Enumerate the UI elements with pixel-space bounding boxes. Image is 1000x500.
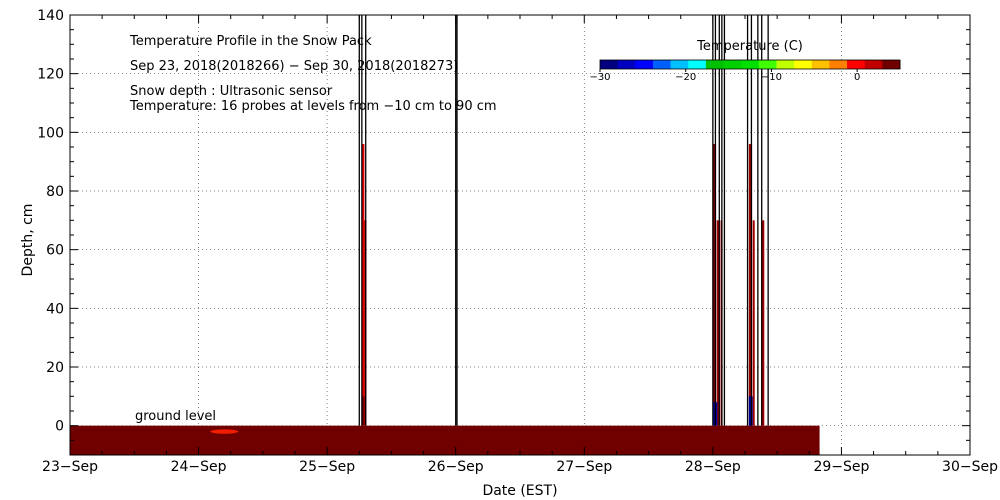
temperature-column [761, 220, 765, 426]
x-tick-label: 23−Sep [42, 459, 98, 475]
colorbar-swatch [600, 60, 619, 69]
x-tick-label: 29−Sep [813, 459, 869, 475]
temperature-column [752, 220, 755, 426]
y-tick-label: 20 [46, 360, 64, 376]
y-tick-label: 140 [37, 8, 64, 24]
y-tick-label: 40 [46, 301, 64, 317]
colorbar-swatch [705, 60, 725, 69]
plot-frame [69, 14, 971, 456]
temperature-column [716, 220, 720, 426]
colorbar-swatch [723, 60, 742, 69]
x-tick-label: 25−Sep [299, 459, 355, 475]
colorbar-tick-label: −20 [675, 72, 696, 83]
colorbar-swatch [882, 60, 901, 69]
colorbar-swatch [635, 60, 654, 69]
y-tick-label: 100 [37, 125, 64, 141]
colorbar-swatch [670, 60, 689, 69]
x-tick-label: 30−Sep [942, 459, 998, 475]
y-tick-label: 0 [55, 419, 64, 435]
colorbar-frame [599, 59, 901, 70]
ground-level-label: ground level [135, 409, 216, 424]
colorbar-swatch [811, 60, 830, 69]
colorbar-swatch [794, 60, 813, 69]
x-tick-label: 26−Sep [428, 459, 484, 475]
y-axis-label: Depth, cm [20, 204, 36, 277]
data-layer [70, 15, 820, 455]
temperature-column [748, 144, 753, 426]
colorbar-tick-label: −30 [589, 72, 610, 83]
temperature-column [361, 396, 365, 426]
note-temperature-probes: Temperature: 16 probes at levels from −1… [129, 99, 497, 114]
colorbar-swatch [652, 60, 672, 69]
colorbar-swatch [776, 60, 795, 69]
colorbar-swatch [688, 60, 707, 69]
chart-subtitle: Sep 23, 2018(2018266) − Sep 30, 2018(201… [130, 59, 458, 74]
y-tick-label: 80 [46, 184, 64, 200]
axis-ticks: 23−Sep 24−Sep 25−Sep 26−Sep 27−Sep 28−Sep 29−S… [37, 8, 998, 475]
y-tick-label: 120 [37, 67, 64, 83]
colorbar-swatch [741, 60, 760, 69]
x-tick-label: 24−Sep [171, 459, 227, 475]
x-axis-label: Date (EST) [482, 483, 557, 499]
temperature-column [712, 144, 717, 426]
colorbar-title: Temperature (C) [696, 39, 803, 54]
colorbar-swatch [864, 60, 883, 69]
colorbar-tick-label: −10 [761, 72, 782, 83]
colorbar: −30 −20 −10 0 [589, 59, 901, 83]
note-snow-depth: Snow depth : Ultrasonic sensor [130, 84, 333, 99]
colorbar-swatch [847, 60, 866, 69]
colorbar-swatch [617, 60, 636, 69]
chart-title: Temperature Profile in the Snow Pack [129, 34, 372, 49]
y-tick-label: 60 [46, 243, 64, 259]
temperature-column [361, 144, 365, 426]
colorbar-swatch [829, 60, 848, 69]
colorbar-swatch [758, 60, 777, 69]
grid [70, 15, 970, 455]
x-tick-label: 27−Sep [556, 459, 612, 475]
warm-spot [210, 429, 239, 434]
colorbar-tick-label: 0 [854, 72, 860, 83]
ground-temperature-band [70, 425, 820, 455]
x-tick-label: 28−Sep [685, 459, 741, 475]
